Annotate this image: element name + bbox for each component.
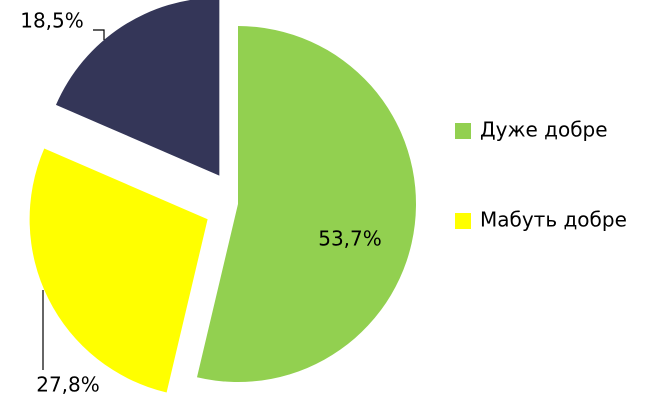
legend-swatch [455, 123, 471, 139]
legend-label: Дуже добре [480, 118, 608, 142]
data-label: 27,8% [36, 373, 100, 397]
pie-slice [55, 0, 220, 176]
legend-label: Мабуть добре [480, 208, 627, 232]
data-label: 18,5% [20, 9, 84, 33]
leader-line [93, 29, 105, 40]
pie-slice [196, 26, 416, 382]
pie-slice [29, 148, 208, 393]
legend-swatch [455, 213, 471, 229]
data-label: 53,7% [318, 227, 382, 251]
